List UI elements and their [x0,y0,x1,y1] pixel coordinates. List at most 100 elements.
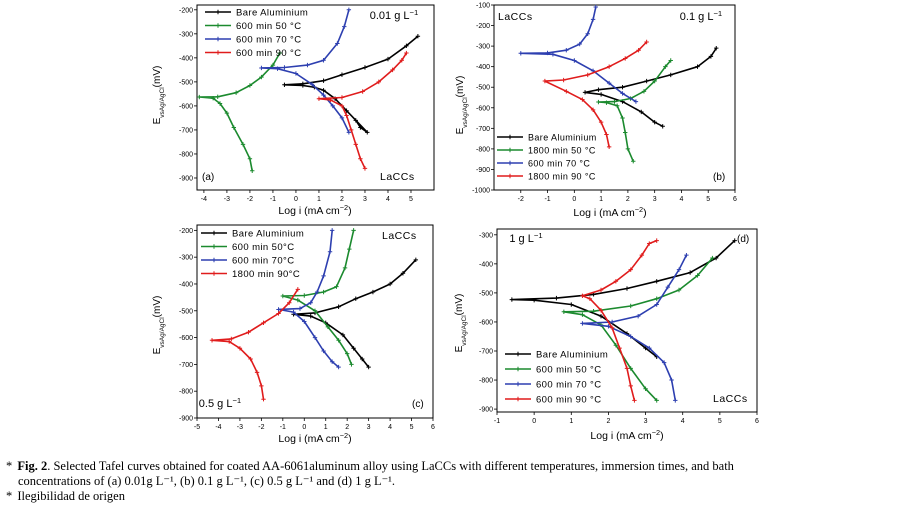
x-tick-label: 4 [679,196,683,203]
data-point [366,364,371,370]
y-tick-label: -300 [179,255,193,262]
x-tick-label: 4 [388,424,392,431]
data-point [643,386,648,391]
legend-marker [507,160,513,166]
data-point [639,109,644,115]
plot-frame [493,4,736,191]
series-line [511,240,736,358]
data-point [399,58,404,63]
x-tick-label: 1 [569,418,573,425]
caption-note-text: Ilegibilidad de origen [17,489,125,503]
data-point [339,115,345,121]
data-point [308,300,313,305]
series-line [283,35,419,134]
y-tick-label: -400 [179,281,193,288]
tafel-figure: -4 -3 -2 -1 0 1 2 3 4 5-200-300-400-500-600-700-8… [152,3,759,446]
legend-marker [515,351,521,357]
data-point [617,345,622,351]
x-tick-label: 5 [409,196,413,203]
data-point [545,50,550,56]
data-point [351,346,356,351]
data-point [550,52,556,57]
label-part: −1 [232,396,241,405]
panel-label: (b) [713,172,725,183]
y-tick-label: -1000 [472,188,490,195]
data-point [569,302,574,307]
coating-label: LaCCs [382,230,417,242]
data-point [340,332,346,338]
data-point [660,124,665,129]
data-point [305,62,310,68]
data-point [585,72,590,78]
data-point [247,156,253,161]
data-point [598,287,604,293]
label-part: ) [660,430,664,442]
y-axis-label: EvsAg/AgCl(mV) [152,66,166,125]
data-point [564,48,569,53]
legend-marker [507,173,513,179]
data-point [339,72,345,77]
label-part: vsAg/AgCl [159,87,166,118]
data-point [282,82,287,87]
data-point [628,334,633,339]
y-tick-label: -500 [179,79,193,86]
y-tick-label: -600 [479,319,493,326]
x-tick-label: 2 [606,418,610,425]
y-axis-label: EvsAg/AgCl(mV) [455,76,469,135]
x-tick-label: 2 [345,424,349,431]
data-point [596,87,601,92]
series-line [318,52,408,169]
data-point [360,89,365,94]
data-point [604,100,609,105]
data-point [676,287,682,293]
legend-marker [515,366,521,372]
data-point [250,168,255,173]
data-point [654,302,659,307]
data-point [321,289,326,295]
series-1 [582,45,719,129]
panel-label: (c) [412,399,424,410]
legend-marker [211,244,217,249]
series-3 [580,252,689,403]
data-point [351,228,356,233]
data-point [314,289,320,295]
data-point [531,297,537,303]
caption-text-2: concentrations of (a) 0.01g L⁻¹, (b) 0.1… [18,474,396,488]
data-point [261,397,266,402]
label-part: E [455,127,466,134]
legend-marker [215,50,221,55]
data-point [591,309,596,314]
x-tick-label: 3 [644,418,648,425]
data-point [596,99,601,105]
data-point [404,43,409,49]
x-tick-label: -2 [247,196,253,203]
y-tick-label: -800 [479,378,493,385]
data-point [233,90,239,95]
data-point [613,342,619,348]
data-point [668,72,673,78]
data-point [582,90,588,95]
legend-label: 600 min 50 °C [236,21,302,32]
data-point [358,156,363,161]
data-point [335,41,340,46]
data-point [302,293,307,298]
legend-label: Bare Aluminium [536,350,608,361]
x-tick-label: -1 [280,424,286,431]
concentration-label: 0.01 g L−1 [370,8,419,23]
legend-label: Bare Aluminium [528,133,597,143]
y-tick-label: -800 [179,389,193,396]
data-point [598,313,604,319]
x-tick-label: -1 [544,196,550,203]
legend: Bare Aluminium 600 min 50 °C 600 min 70 °C… [505,350,608,406]
plot-frame [196,224,434,419]
data-point [336,304,341,309]
x-tick-label: 3 [363,196,367,203]
y-tick-label: -600 [179,103,193,110]
data-point [390,67,395,73]
data-point [217,101,223,106]
data-point [625,146,631,152]
panel-label: (d) [737,234,749,245]
data-point [370,289,376,295]
data-point [360,356,365,362]
data-point [321,58,326,63]
